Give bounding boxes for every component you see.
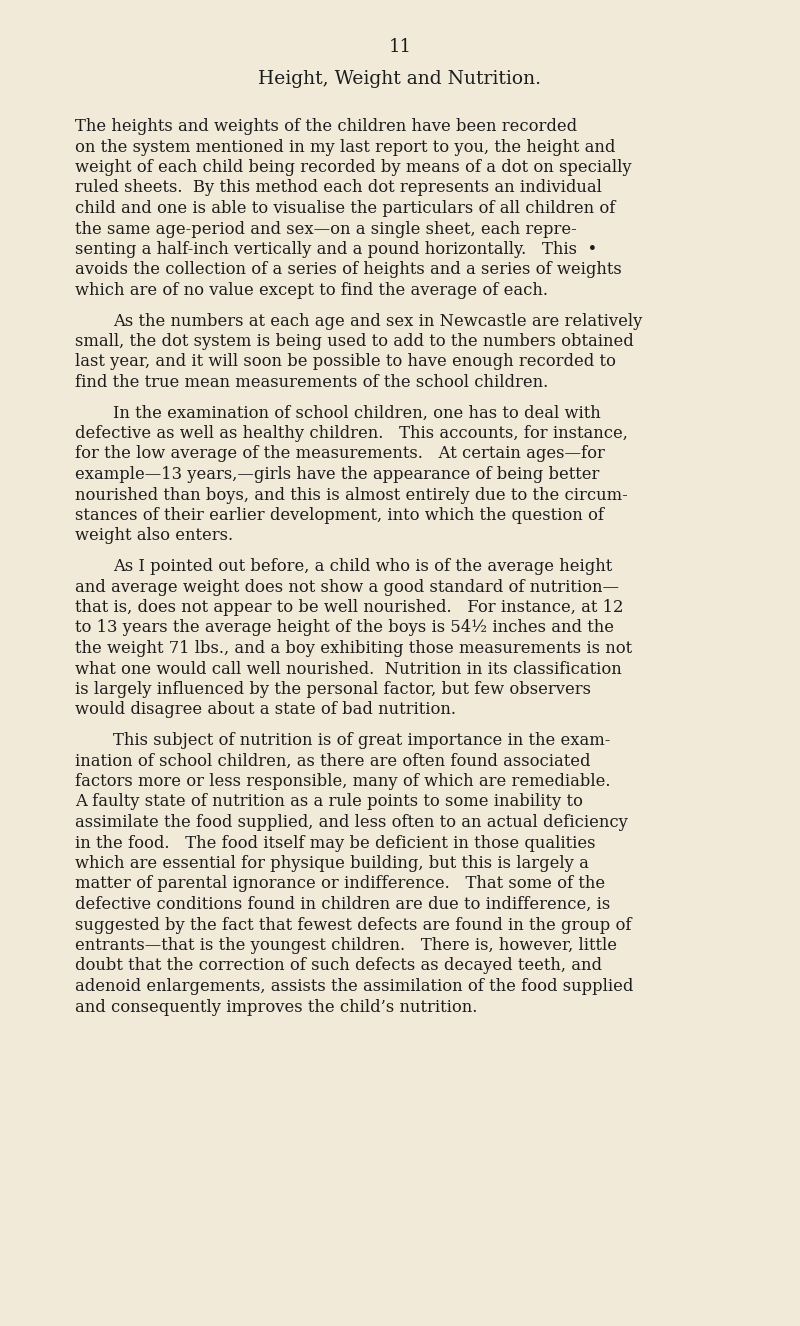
Text: A faulty state of nutrition as a rule points to some inability to: A faulty state of nutrition as a rule po…	[75, 793, 583, 810]
Text: which are of no value except to find the average of each.: which are of no value except to find the…	[75, 282, 548, 298]
Text: example—13 years,—girls have the appearance of being better: example—13 years,—girls have the appeara…	[75, 465, 599, 483]
Text: and consequently improves the child’s nutrition.: and consequently improves the child’s nu…	[75, 998, 478, 1016]
Text: senting a half-inch vertically and a pound horizontally.   This  •: senting a half-inch vertically and a pou…	[75, 241, 598, 259]
Text: weight also enters.: weight also enters.	[75, 528, 233, 545]
Text: defective as well as healthy children.   This accounts, for instance,: defective as well as healthy children. T…	[75, 426, 628, 442]
Text: the same age-period and sex—on a single sheet, each repre­: the same age-period and sex—on a single …	[75, 220, 577, 237]
Text: ination of school children, as there are often found associated: ination of school children, as there are…	[75, 752, 590, 769]
Text: is largely influenced by the personal factor, but few observers: is largely influenced by the personal fa…	[75, 682, 591, 697]
Text: suggested by the fact that fewest defects are found in the group of: suggested by the fact that fewest defect…	[75, 916, 631, 934]
Text: 11: 11	[389, 38, 411, 56]
Text: what one would call well nourished.  Nutrition in its classification: what one would call well nourished. Nutr…	[75, 660, 622, 678]
Text: ruled sheets.  By this method each dot represents an individual: ruled sheets. By this method each dot re…	[75, 179, 602, 196]
Text: As I pointed out before, a child who is of the average height: As I pointed out before, a child who is …	[113, 558, 612, 575]
Text: and average weight does not show a good standard of nutrition—: and average weight does not show a good …	[75, 578, 619, 595]
Text: entrants—that is the youngest children.   There is, however, little: entrants—that is the youngest children. …	[75, 937, 617, 953]
Text: child and one is able to visualise the particulars of all children of: child and one is able to visualise the p…	[75, 200, 615, 217]
Text: last year, and it will soon be possible to have enough recorded to: last year, and it will soon be possible …	[75, 354, 616, 370]
Text: nourished than boys, and this is almost entirely due to the circum­: nourished than boys, and this is almost …	[75, 487, 628, 504]
Text: defective conditions found in children are due to indifference, is: defective conditions found in children a…	[75, 896, 610, 914]
Text: which are essential for physique building, but this is largely a: which are essential for physique buildin…	[75, 855, 589, 873]
Text: adenoid enlargements, assists the assimilation of the food supplied: adenoid enlargements, assists the assimi…	[75, 979, 634, 994]
Text: As the numbers at each age and sex in Newcastle are relatively: As the numbers at each age and sex in Ne…	[113, 313, 642, 329]
Text: matter of parental ignorance or indifference.   That some of the: matter of parental ignorance or indiffer…	[75, 875, 605, 892]
Text: to 13 years the average height of the boys is 54½ inches and the: to 13 years the average height of the bo…	[75, 619, 614, 636]
Text: the weight 71 lbs., and a boy exhibiting those measurements is not: the weight 71 lbs., and a boy exhibiting…	[75, 640, 632, 656]
Text: in the food.   The food itself may be deficient in those qualities: in the food. The food itself may be defi…	[75, 834, 595, 851]
Text: on the system mentioned in my last report to you, the height and: on the system mentioned in my last repor…	[75, 138, 615, 155]
Text: for the low average of the measurements.   At certain ages—for: for the low average of the measurements.…	[75, 446, 605, 463]
Text: assimilate the food supplied, and less often to an actual deficiency: assimilate the food supplied, and less o…	[75, 814, 628, 831]
Text: stances of their earlier development, into which the question of: stances of their earlier development, in…	[75, 507, 604, 524]
Text: small, the dot system is being used to add to the numbers obtained: small, the dot system is being used to a…	[75, 333, 634, 350]
Text: The heights and weights of the children have been recorded: The heights and weights of the children …	[75, 118, 577, 135]
Text: factors more or less responsible, many of which are remediable.: factors more or less responsible, many o…	[75, 773, 610, 790]
Text: find the true mean measurements of the school children.: find the true mean measurements of the s…	[75, 374, 548, 391]
Text: This subject of nutrition is of great importance in the exam­: This subject of nutrition is of great im…	[113, 732, 610, 749]
Text: weight of each child being recorded by means of a dot on specially: weight of each child being recorded by m…	[75, 159, 632, 176]
Text: avoids the collection of a series of heights and a series of weights: avoids the collection of a series of hei…	[75, 261, 622, 278]
Text: would disagree about a state of bad nutrition.: would disagree about a state of bad nutr…	[75, 701, 456, 719]
Text: In the examination of school children, one has to deal with: In the examination of school children, o…	[113, 404, 601, 422]
Text: that is, does not appear to be well nourished.   For instance, at 12: that is, does not appear to be well nour…	[75, 599, 623, 617]
Text: doubt that the correction of such defects as decayed teeth, and: doubt that the correction of such defect…	[75, 957, 602, 975]
Text: Height, Weight and Nutrition.: Height, Weight and Nutrition.	[258, 70, 542, 88]
